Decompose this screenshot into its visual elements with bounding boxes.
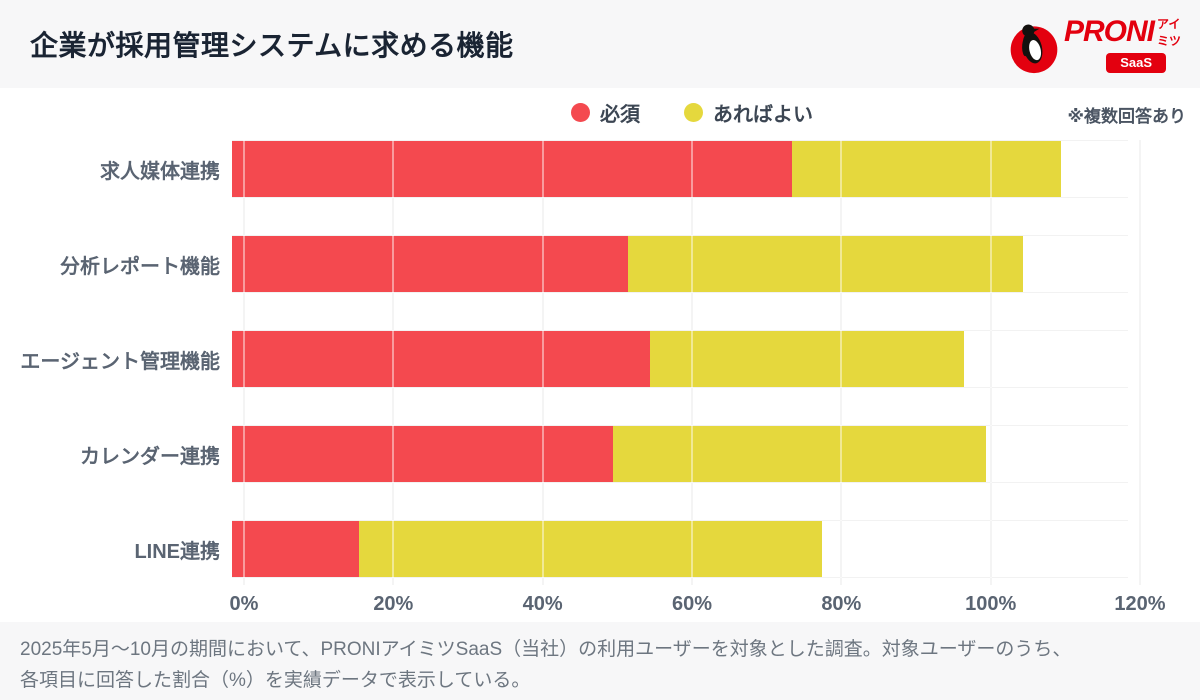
bar-segment-あればよい	[650, 331, 964, 387]
bar-segment-必須	[232, 141, 792, 197]
bar-row: カレンダー連携	[0, 425, 1140, 483]
gridline	[1139, 140, 1141, 585]
legend-dot-required	[571, 102, 590, 122]
logo-brand-text: PRONI	[1064, 15, 1155, 48]
footer-line-2: 各項目に回答した割合（%）を実績データで表示している。	[20, 670, 531, 691]
bar-segment-必須	[232, 331, 651, 387]
legend-label-required: 必須	[600, 103, 640, 126]
legend-label-nice-to-have: あればよい	[713, 103, 813, 126]
logo-text: PRONI アイミツ SaaS	[1064, 15, 1184, 73]
bar-track	[232, 140, 1128, 198]
bar-row: 分析レポート機能	[0, 235, 1140, 293]
bar-segment-あればよい	[792, 141, 1061, 197]
header: 企業が採用管理システムに求める機能 PRONI アイミツ SaaS	[0, 0, 1200, 88]
category-label: エージェント管理機能	[20, 350, 220, 373]
bar-segment-あればよい	[627, 236, 1024, 292]
legend-dot-nice-to-have	[684, 102, 703, 122]
footer-line-1: 2025年5月〜10月の期間において、PRONIアイミツSaaS（当社）の利用ユ…	[20, 639, 1072, 660]
bar-segment-必須	[232, 426, 613, 482]
logo-saas-badge: SaaS	[1106, 53, 1166, 73]
x-axis-tick: 20%	[373, 593, 414, 615]
x-axis-tick: 80%	[821, 593, 862, 615]
bar-track	[232, 235, 1128, 293]
category-label: 分析レポート機能	[60, 255, 220, 278]
chart-area: 必須 あればよい ※複数回答あり 求人媒体連携分析レポート機能エージェント管理機…	[0, 88, 1200, 622]
penguin-icon	[1010, 24, 1058, 74]
category-label: 求人媒体連携	[100, 160, 220, 183]
plot-rows: 求人媒体連携分析レポート機能エージェント管理機能カレンダー連携 LINE連携	[20, 140, 1140, 585]
page-title: 企業が採用管理システムに求める機能	[30, 30, 514, 61]
legend-item-required: 必須	[571, 98, 640, 127]
category-label: LINE連携	[134, 540, 220, 563]
gridline	[989, 140, 992, 585]
footer-note: 2025年5月〜10月の期間において、PRONIアイミツSaaS（当社）の利用ユ…	[0, 622, 1200, 700]
proni-logo: PRONI アイミツ SaaS	[1006, 8, 1184, 80]
category-label: カレンダー連携	[80, 445, 220, 468]
bar-row: エージェント管理機能	[0, 330, 1140, 388]
x-axis: 0% 20% 40% 60% 80% 100% 120%	[230, 593, 1166, 619]
bar-track	[232, 330, 1128, 388]
x-axis-tick: 60%	[671, 593, 713, 615]
bar-segment-必須	[232, 521, 359, 577]
bar-row: 求人媒体連携	[0, 140, 1140, 198]
bar-track	[232, 520, 1128, 578]
bar-segment-必須	[232, 236, 628, 292]
bar-row: LINE連携	[0, 520, 1140, 578]
legend: 必須 あればよい	[244, 98, 1140, 126]
multiple-answers-note: ※複数回答あり	[1067, 107, 1186, 126]
legend-item-nice-to-have: あればよい	[684, 98, 813, 127]
bar-segment-あればよい	[612, 426, 987, 482]
bar-track	[232, 425, 1128, 483]
x-axis-tick: 100%	[965, 593, 1017, 615]
bar-segment-あればよい	[358, 521, 822, 577]
x-axis-tick: 40%	[522, 593, 563, 615]
x-axis-tick: 0%	[229, 593, 259, 615]
logo-sub-text: アイミツ	[1157, 17, 1182, 48]
x-axis-tick: 120%	[1114, 593, 1166, 615]
